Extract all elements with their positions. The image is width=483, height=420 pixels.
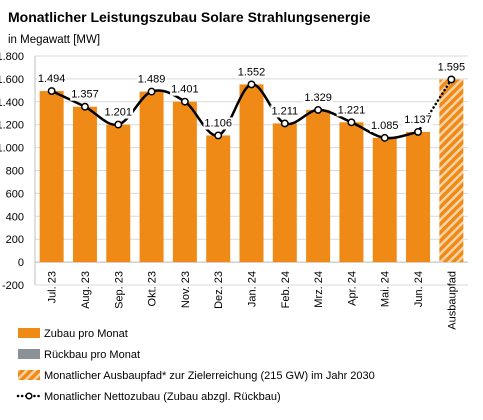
bar	[239, 84, 264, 263]
bar	[106, 124, 131, 263]
x-tick-label: Jul. 23	[47, 271, 59, 303]
y-tick-label: 0	[18, 257, 24, 269]
chart-subtitle: in Megawatt [MW]	[8, 34, 100, 46]
legend-swatch	[18, 328, 40, 338]
bar	[439, 79, 464, 263]
legend-swatch	[18, 349, 40, 359]
y-tick-label: 800	[6, 166, 24, 178]
data-label-bg	[70, 88, 100, 101]
data-label: 1.595	[438, 61, 466, 73]
data-label: 1.494	[38, 73, 66, 85]
data-label: 1.357	[71, 89, 99, 101]
x-tick-label: Mrz. 24	[313, 271, 325, 308]
data-label: 1.211	[271, 105, 298, 117]
data-label-bg	[203, 117, 233, 130]
y-tick-label: 400	[6, 211, 24, 223]
legend-label: Monatlicher Nettozubau (Zubau abzgl. Rüc…	[44, 391, 281, 403]
x-tick-label: Ausbaupfad	[446, 271, 458, 330]
y-tick-label: 1.200	[0, 120, 24, 132]
x-tick-label: Jun. 24	[413, 271, 425, 307]
y-tick-label: 1.400	[0, 97, 24, 109]
y-tick-label: 1.800	[0, 51, 24, 63]
data-label: 1.137	[404, 114, 432, 126]
data-label: 1.329	[304, 92, 332, 104]
bar	[372, 137, 397, 263]
line-marker	[81, 102, 89, 111]
bar	[206, 135, 231, 263]
x-tick-label: Sep. 23	[113, 271, 125, 309]
data-label-bg	[136, 73, 167, 86]
y-tick-label: 1.000	[0, 143, 24, 155]
bar	[306, 109, 331, 263]
x-tick-label: Mai. 24	[380, 271, 392, 307]
data-label-bg	[270, 105, 300, 118]
legend-label: Zubau pro Monat	[44, 328, 128, 340]
data-label-bg	[103, 106, 134, 119]
bar	[406, 131, 431, 263]
line-marker	[47, 87, 56, 95]
line-marker	[180, 97, 189, 106]
data-label-bg	[336, 104, 367, 117]
line-marker	[280, 119, 289, 128]
bar	[39, 91, 64, 263]
y-tick-label: -200	[2, 280, 24, 292]
x-tick-label: Jan. 24	[247, 271, 259, 307]
data-label: 1.201	[105, 107, 133, 119]
x-tick-label: Nov. 23	[180, 271, 192, 308]
x-tick-label: Feb. 24	[280, 271, 292, 308]
line-marker	[380, 133, 389, 142]
line-marker	[247, 80, 256, 89]
data-label-bg	[403, 113, 433, 126]
bar	[139, 91, 164, 263]
y-tick-label: 200	[6, 234, 24, 246]
line-marker	[114, 120, 123, 129]
line-marker	[347, 118, 356, 127]
bar	[272, 123, 297, 263]
x-tick-label: Dez. 23	[213, 271, 225, 309]
line-marker	[314, 105, 323, 114]
legend-label: Monatlicher Ausbaupfad* zur Zielerreichu…	[44, 370, 375, 382]
y-tick-label: 1.600	[0, 74, 24, 86]
x-tick-label: Okt. 23	[147, 271, 159, 306]
line-marker	[447, 75, 456, 84]
legend-swatch	[25, 392, 33, 400]
line-marker	[214, 131, 223, 140]
bar	[72, 106, 97, 263]
data-label: 1.106	[204, 117, 232, 129]
data-label-bg	[303, 91, 333, 104]
data-label-bg	[36, 73, 67, 86]
bar	[339, 122, 364, 263]
data-label: 1.552	[238, 66, 266, 78]
data-label-bg	[369, 119, 400, 132]
x-tick-label: Aug. 23	[80, 271, 92, 309]
legend-label: Rückbau pro Monat	[44, 349, 140, 361]
legend-swatch	[18, 370, 40, 380]
data-label: 1.401	[171, 84, 199, 96]
data-label-bg	[436, 61, 467, 74]
x-tick-label: Apr. 24	[346, 271, 358, 306]
data-label-bg	[170, 83, 200, 96]
data-label: 1.085	[371, 120, 399, 132]
chart-title: Monatlicher Leistungszubau Solare Strahl…	[8, 9, 371, 25]
data-label: 1.221	[338, 104, 366, 116]
y-tick-label: 600	[6, 188, 24, 200]
data-label: 1.489	[138, 74, 166, 86]
line-marker	[147, 87, 156, 96]
line-marker	[414, 127, 422, 136]
data-label-bg	[236, 66, 267, 79]
bar	[172, 101, 197, 263]
